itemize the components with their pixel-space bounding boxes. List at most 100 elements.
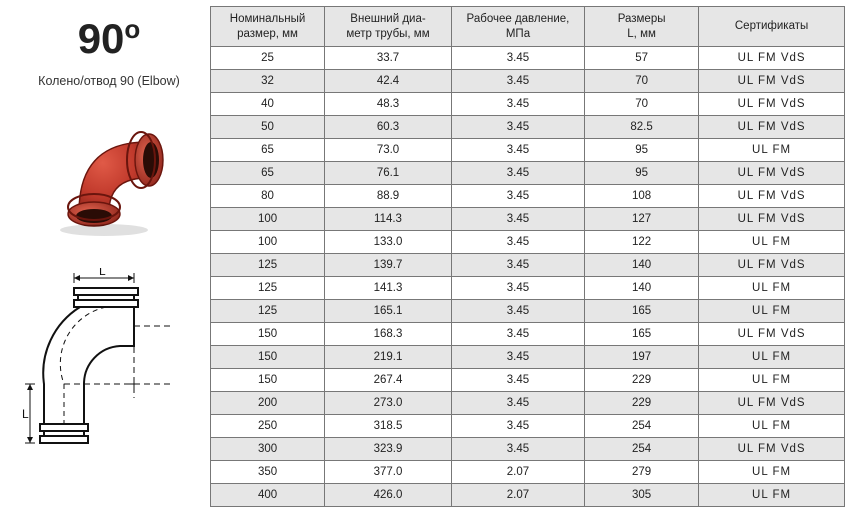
table-cell: 3.45: [451, 70, 584, 93]
product-subtitle: Колено/отвод 90 (Elbow): [38, 74, 180, 88]
table-row: 100133.03.45122UL FM: [211, 231, 845, 254]
spec-table-header-cell: Внешний диа-метр трубы, мм: [325, 7, 452, 47]
table-cell: 100: [211, 231, 325, 254]
table-cell: UL FM VdS: [699, 185, 845, 208]
table-cell: UL FM: [699, 369, 845, 392]
table-row: 3242.43.4570UL FM VdS: [211, 70, 845, 93]
table-cell: 3.45: [451, 208, 584, 231]
elbow-photo-icon: [39, 102, 179, 237]
product-photo: [39, 102, 179, 242]
table-cell: 229: [585, 369, 699, 392]
elbow-diagram-icon: L: [22, 268, 197, 458]
dim-label-v: L: [22, 407, 29, 421]
table-cell: 125: [211, 300, 325, 323]
table-cell: UL FM: [699, 139, 845, 162]
dim-label-h: L: [99, 268, 106, 278]
left-panel: 90o Колено/отвод 90 (Elbow): [6, 6, 206, 509]
title-degree: 90o: [78, 16, 141, 60]
table-cell: 114.3: [325, 208, 452, 231]
table-cell: 3.45: [451, 323, 584, 346]
table-row: 300323.93.45254UL FM VdS: [211, 438, 845, 461]
table-cell: 141.3: [325, 277, 452, 300]
title-degree-number: 90: [78, 15, 125, 62]
table-cell: UL FM VdS: [699, 116, 845, 139]
table-row: 150267.43.45229UL FM: [211, 369, 845, 392]
title-degree-symbol: o: [124, 14, 140, 44]
table-cell: 254: [585, 415, 699, 438]
table-cell: 3.45: [451, 438, 584, 461]
table-row: 150219.13.45197UL FM: [211, 346, 845, 369]
table-cell: UL FM VdS: [699, 392, 845, 415]
table-cell: 65: [211, 162, 325, 185]
table-row: 100114.33.45127UL FM VdS: [211, 208, 845, 231]
table-cell: 65: [211, 139, 325, 162]
table-row: 6576.13.4595UL FM VdS: [211, 162, 845, 185]
table-cell: 108: [585, 185, 699, 208]
dimension-diagram: L: [22, 268, 197, 463]
table-cell: 197: [585, 346, 699, 369]
spec-table-body: 2533.73.4557UL FM VdS3242.43.4570UL FM V…: [211, 47, 845, 507]
table-row: 400426.02.07305UL FM: [211, 484, 845, 507]
table-cell: 300: [211, 438, 325, 461]
table-cell: UL FM VdS: [699, 93, 845, 116]
table-cell: 3.45: [451, 392, 584, 415]
table-cell: UL FM: [699, 461, 845, 484]
table-row: 125139.73.45140UL FM VdS: [211, 254, 845, 277]
table-cell: UL FM: [699, 484, 845, 507]
table-cell: UL FM VdS: [699, 254, 845, 277]
table-cell: 139.7: [325, 254, 452, 277]
table-cell: 3.45: [451, 369, 584, 392]
table-cell: 133.0: [325, 231, 452, 254]
table-row: 8088.93.45108UL FM VdS: [211, 185, 845, 208]
table-cell: 88.9: [325, 185, 452, 208]
table-cell: 127: [585, 208, 699, 231]
table-row: 150168.33.45165UL FM VdS: [211, 323, 845, 346]
table-cell: 25: [211, 47, 325, 70]
table-cell: 150: [211, 323, 325, 346]
table-cell: 400: [211, 484, 325, 507]
table-cell: 73.0: [325, 139, 452, 162]
table-cell: 48.3: [325, 93, 452, 116]
table-cell: 150: [211, 346, 325, 369]
table-cell: 168.3: [325, 323, 452, 346]
table-cell: 3.45: [451, 346, 584, 369]
table-cell: 140: [585, 277, 699, 300]
table-cell: 2.07: [451, 484, 584, 507]
table-cell: UL FM: [699, 231, 845, 254]
table-cell: 219.1: [325, 346, 452, 369]
table-cell: 3.45: [451, 415, 584, 438]
table-cell: 100: [211, 208, 325, 231]
table-cell: 426.0: [325, 484, 452, 507]
table-cell: 3.45: [451, 116, 584, 139]
table-cell: 3.45: [451, 231, 584, 254]
table-cell: 165.1: [325, 300, 452, 323]
table-cell: 305: [585, 484, 699, 507]
table-cell: 95: [585, 139, 699, 162]
table-cell: 3.45: [451, 277, 584, 300]
table-row: 6573.03.4595UL FM: [211, 139, 845, 162]
table-cell: 323.9: [325, 438, 452, 461]
table-cell: 95: [585, 162, 699, 185]
table-row: 200273.03.45229UL FM VdS: [211, 392, 845, 415]
table-cell: 350: [211, 461, 325, 484]
table-cell: 2.07: [451, 461, 584, 484]
table-cell: 254: [585, 438, 699, 461]
spec-table: Номинальныйразмер, ммВнешний диа-метр тр…: [210, 6, 845, 507]
table-cell: 279: [585, 461, 699, 484]
table-cell: 140: [585, 254, 699, 277]
table-cell: 76.1: [325, 162, 452, 185]
table-cell: 3.45: [451, 93, 584, 116]
table-cell: UL FM VdS: [699, 323, 845, 346]
table-row: 250318.53.45254UL FM: [211, 415, 845, 438]
table-cell: 82.5: [585, 116, 699, 139]
table-row: 4048.33.4570UL FM VdS: [211, 93, 845, 116]
table-cell: 165: [585, 323, 699, 346]
table-cell: UL FM VdS: [699, 47, 845, 70]
table-cell: 3.45: [451, 47, 584, 70]
table-cell: 57: [585, 47, 699, 70]
table-cell: 122: [585, 231, 699, 254]
table-row: 125141.33.45140UL FM: [211, 277, 845, 300]
table-cell: 150: [211, 369, 325, 392]
table-row: 350377.02.07279UL FM: [211, 461, 845, 484]
table-cell: 125: [211, 254, 325, 277]
